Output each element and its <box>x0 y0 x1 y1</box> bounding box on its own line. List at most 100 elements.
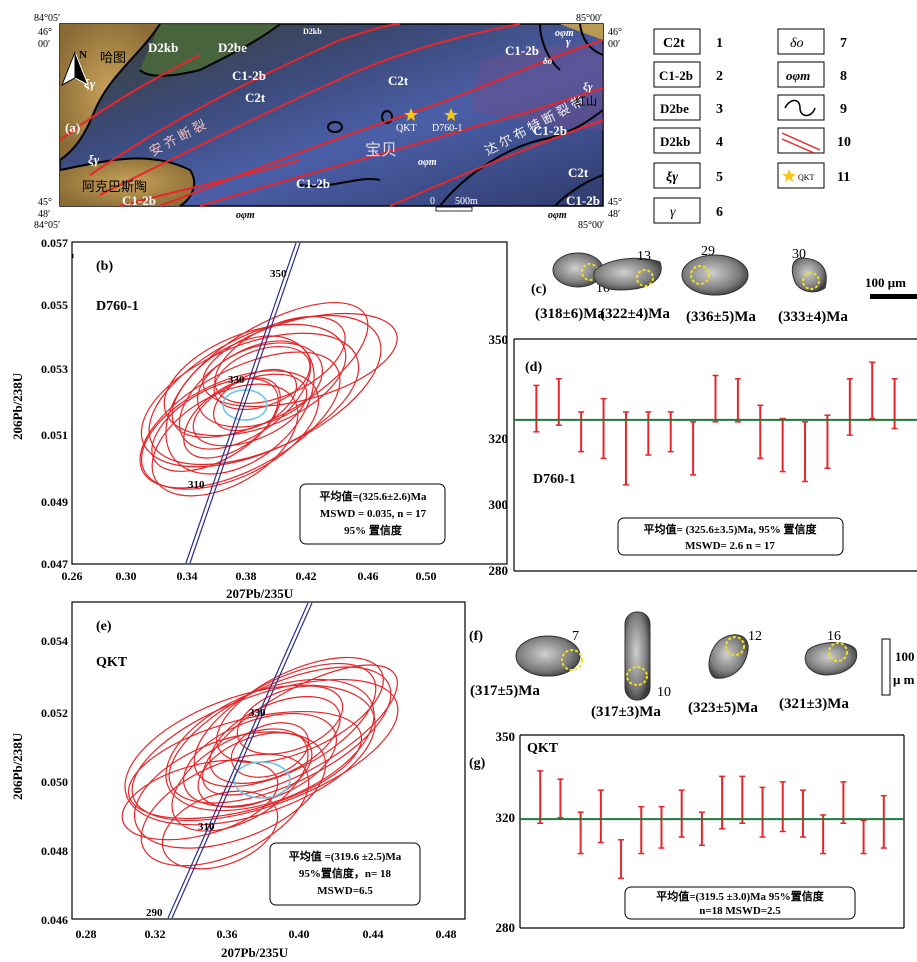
svg-text:MSWD = 0.035, n = 17: MSWD = 0.035, n = 17 <box>320 508 427 520</box>
svg-text:48′: 48′ <box>608 209 620 220</box>
panel-c-zircons: (c) 10 (318±6)Ma 13 (322±4)Ma 29 (336±5)… <box>531 244 917 325</box>
panel-c-scale-bar <box>870 294 917 299</box>
panel-g-label: (g) <box>469 756 486 771</box>
star-symbol <box>782 169 796 182</box>
svg-text:95%置信度，n= 18: 95%置信度，n= 18 <box>299 866 392 880</box>
svg-text:13: 13 <box>637 249 651 264</box>
svg-text:7: 7 <box>840 36 847 51</box>
north-arrow: N <box>61 49 89 87</box>
panel-f-label: (f) <box>469 629 483 644</box>
svg-text:84°05′: 84°05′ <box>34 220 60 231</box>
svg-text:8: 8 <box>840 69 847 84</box>
map-label-c12b-4: C1-2b <box>296 176 330 191</box>
north-label: N <box>79 49 87 61</box>
panel-b-sample: D760-1 <box>96 299 139 314</box>
map-scale-bar: 0 500m <box>430 196 478 212</box>
svg-text:280: 280 <box>489 563 509 578</box>
pink-region-right <box>470 43 603 130</box>
svg-text:0.050: 0.050 <box>41 775 68 789</box>
panel-d-sample: D760-1 <box>533 472 576 487</box>
map-label-ophim-4: οφm <box>548 210 567 221</box>
svg-text:δο: δο <box>790 36 804 51</box>
svg-text:4: 4 <box>716 135 723 150</box>
map-labels: D2kb D2be D2kb C1-2b C2t C1-2b C2t C1-2b… <box>84 27 600 221</box>
sample-markers: QKT D760-1 <box>396 108 463 134</box>
panel-d-summary-box <box>617 517 844 556</box>
svg-text:16: 16 <box>827 629 841 644</box>
svg-text:MSWD= 2.6 n = 17: MSWD= 2.6 n = 17 <box>685 540 775 552</box>
panel-b-ellipses <box>139 301 398 497</box>
svg-text:(336±5)Ma: (336±5)Ma <box>686 309 756 325</box>
svg-text:0.42: 0.42 <box>296 569 317 583</box>
faults <box>59 23 604 207</box>
map-label-ophim: οφm <box>555 28 574 39</box>
svg-text:0.34: 0.34 <box>177 569 198 583</box>
svg-text:(317±3)Ma: (317±3)Ma <box>591 704 661 720</box>
panel-b-yticks: 0.047 0.049 0.051 0.053 0.055 0.057 <box>41 236 68 571</box>
svg-text:45°: 45° <box>608 197 622 208</box>
svg-text:0.36: 0.36 <box>217 927 238 941</box>
svg-text:7: 7 <box>572 629 579 644</box>
svg-text:(322±4)Ma: (322±4)Ma <box>600 306 670 322</box>
map-label-xigamma-2: ξγ <box>88 152 100 167</box>
panel-b-xlabel: 207Pb/235U <box>226 586 294 601</box>
svg-text:9: 9 <box>840 102 847 117</box>
panel-b-concordia: 0.26 0.30 0.34 0.38 0.42 0.46 0.50 0.047… <box>10 236 508 601</box>
legend-item-4: D2kb 4 <box>653 127 723 154</box>
svg-text:(317±5)Ma: (317±5)Ma <box>470 683 540 699</box>
sample-star-d760 <box>444 108 458 121</box>
contact-line-symbol <box>784 99 816 117</box>
svg-text:平均值=(325.6±2.6)Ma: 平均值=(325.6±2.6)Ma <box>319 489 427 503</box>
svg-text:οφm: οφm <box>786 68 810 83</box>
svg-text:0.054: 0.054 <box>41 634 68 648</box>
svg-text:0.48: 0.48 <box>436 927 457 941</box>
svg-text:46°: 46° <box>38 27 52 38</box>
panel-b-xticks: 0.26 0.30 0.34 0.38 0.42 0.46 0.50 <box>62 569 437 583</box>
legend-item-8: οφm 8 <box>777 61 847 88</box>
svg-text:0.44: 0.44 <box>363 927 384 941</box>
map-label-ophim-3: οφm <box>236 210 255 221</box>
panel-f-zircons: (f) 7 (317±5)Ma 10 (317±3)Ma 12 (323±5)M… <box>469 611 915 720</box>
svg-text:207Pb/235U: 207Pb/235U <box>221 945 289 960</box>
map-label-gamma: γ <box>566 36 571 48</box>
map-label-d2kb: D2kb <box>148 40 178 55</box>
svg-text:206Pb/238U: 206Pb/238U <box>10 732 25 800</box>
panel-g-errorbars <box>537 770 887 880</box>
panel-b-summary-box <box>299 483 446 545</box>
svg-text:12: 12 <box>748 629 762 644</box>
svg-text:84°05′: 84°05′ <box>34 13 60 24</box>
svg-text:0.46: 0.46 <box>358 569 379 583</box>
svg-text:29: 29 <box>701 244 715 259</box>
map-label-c2t-3: C2t <box>245 90 266 105</box>
svg-text:30: 30 <box>792 247 806 262</box>
svg-text:0.046: 0.046 <box>41 913 68 927</box>
place-baobei: 宝贝 <box>365 141 397 159</box>
svg-text:平均值= (325.6±3.5)Ma, 95% 置信度: 平均值= (325.6±3.5)Ma, 95% 置信度 <box>643 522 817 536</box>
map-label-c2t: C2t <box>388 73 409 88</box>
map-label-c12b-5: C1-2b <box>122 193 156 208</box>
svg-text:2: 2 <box>716 69 723 84</box>
svg-text:0.055: 0.055 <box>41 298 68 312</box>
legend-item-3: D2be 3 <box>653 94 723 121</box>
map-label-c12b-2: C1-2b <box>505 43 539 58</box>
svg-text:QKT: QKT <box>798 173 815 182</box>
svg-text:(318±6)Ma: (318±6)Ma <box>535 306 605 322</box>
svg-text:(321±3)Ma: (321±3)Ma <box>779 696 849 712</box>
svg-text:(323±5)Ma: (323±5)Ma <box>688 700 758 716</box>
legend-item-5: ξγ 5 <box>653 162 723 189</box>
panel-b-ylabel: 206Pb/238U <box>10 372 25 440</box>
concordia-label-330: 330 <box>228 374 245 386</box>
place-hongshan: 红山 <box>575 95 597 108</box>
svg-text:1: 1 <box>716 36 723 51</box>
svg-text:300: 300 <box>489 497 509 512</box>
svg-text:MSWD=6.5: MSWD=6.5 <box>317 885 373 897</box>
panel-c-label: (c) <box>531 282 547 297</box>
svg-text:0.047: 0.047 <box>41 557 68 571</box>
svg-text:0.051: 0.051 <box>41 428 68 442</box>
svg-text:γ: γ <box>670 205 676 220</box>
place-akebasitao: 阿克巴斯陶 <box>82 179 147 194</box>
legend-item-11: QKT 11 <box>777 162 850 189</box>
panel-e-label: (e) <box>96 619 112 634</box>
